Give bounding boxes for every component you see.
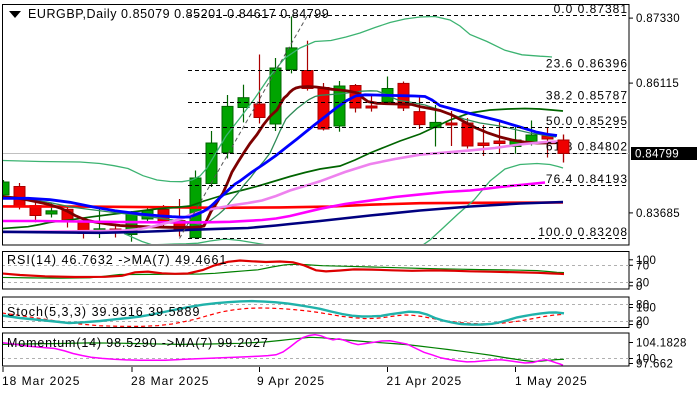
svg-text:0.0 0.87381: 0.0 0.87381 — [554, 2, 628, 16]
svg-text:50.0 0.85295: 50.0 0.85295 — [546, 114, 628, 128]
svg-text:28 Mar 2025: 28 Mar 2025 — [131, 374, 209, 388]
svg-text:104.1828: 104.1828 — [636, 338, 687, 350]
svg-text:20: 20 — [636, 316, 650, 328]
svg-text:RSI(14) 46.7632 ->MA(7) 49.46: RSI(14) 46.7632 ->MA(7) 49.4661 — [7, 253, 227, 267]
svg-text:Momentum(14) 98.5290 ->MA(7): Momentum(14) 98.5290 ->MA(7) 99.2027 — [7, 336, 269, 350]
svg-text:Stoch(5,3,3) 39.9316 39.5889: Stoch(5,3,3) 39.9316 39.5889 — [7, 305, 200, 319]
svg-text:97.662: 97.662 — [636, 359, 673, 371]
svg-text:0.83685: 0.83685 — [636, 208, 680, 220]
svg-text:76.4 0.84193: 76.4 0.84193 — [546, 172, 628, 186]
svg-text:80: 80 — [636, 300, 650, 312]
svg-text:70: 70 — [636, 260, 650, 272]
svg-text:100: 100 — [636, 303, 656, 315]
svg-text:EURGBP,Daily 0.85079 0.85201: EURGBP,Daily 0.85079 0.85201 0.84617 0.8… — [28, 7, 329, 21]
svg-text:18 Mar 2025: 18 Mar 2025 — [2, 374, 80, 388]
svg-text:23.6 0.86396: 23.6 0.86396 — [546, 57, 628, 71]
svg-text:9 Apr 2025: 9 Apr 2025 — [257, 374, 325, 388]
svg-text:1 May 2025: 1 May 2025 — [515, 374, 588, 388]
svg-text:0: 0 — [636, 281, 643, 293]
svg-text:0.84799: 0.84799 — [635, 149, 679, 161]
svg-text:0.86115: 0.86115 — [636, 78, 679, 90]
svg-text:0.87330: 0.87330 — [636, 13, 680, 25]
svg-text:0: 0 — [636, 320, 643, 332]
svg-text:100: 100 — [636, 354, 656, 366]
svg-text:100.0 0.83208: 100.0 0.83208 — [538, 225, 628, 239]
svg-text:38.2 0.85787: 38.2 0.85787 — [546, 89, 628, 103]
svg-text:30: 30 — [636, 277, 650, 289]
svg-text:100: 100 — [636, 255, 656, 267]
svg-text:21 Apr 2025: 21 Apr 2025 — [387, 374, 463, 388]
